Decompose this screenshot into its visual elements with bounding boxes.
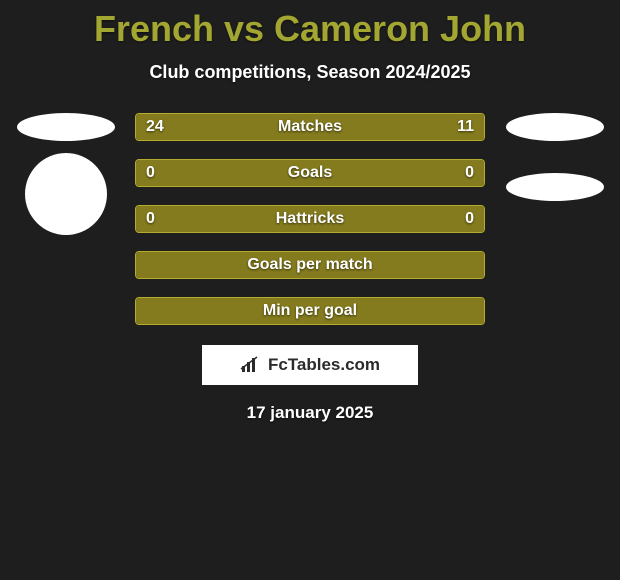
stats-column: 24 Matches 11 0 Goals 0 0 Hattricks 0 Go… [123, 113, 497, 325]
stat-row-hattricks: 0 Hattricks 0 [135, 205, 485, 233]
left-club-badge [25, 153, 107, 235]
bar-chart-icon [240, 356, 262, 374]
left-player-oval-1 [17, 113, 115, 141]
footer-date: 17 january 2025 [0, 403, 620, 423]
stat-row-min-per-goal: Min per goal [135, 297, 485, 325]
attribution-logo: FcTables.com [202, 345, 418, 385]
content-row: 24 Matches 11 0 Goals 0 0 Hattricks 0 Go… [0, 113, 620, 325]
stat-label: Min per goal [136, 302, 484, 320]
stat-label: Matches [136, 118, 484, 136]
right-player-oval-2 [506, 173, 604, 201]
left-side-column [8, 113, 123, 235]
right-side-column [497, 113, 612, 201]
stat-label: Goals per match [136, 256, 484, 274]
stat-label: Goals [136, 164, 484, 182]
page-subtitle: Club competitions, Season 2024/2025 [0, 62, 620, 83]
stat-row-goals-per-match: Goals per match [135, 251, 485, 279]
stat-row-matches: 24 Matches 11 [135, 113, 485, 141]
page-title: French vs Cameron John [0, 0, 620, 50]
brand-text: FcTables.com [268, 355, 380, 375]
right-player-oval-1 [506, 113, 604, 141]
stat-label: Hattricks [136, 210, 484, 228]
stat-row-goals: 0 Goals 0 [135, 159, 485, 187]
